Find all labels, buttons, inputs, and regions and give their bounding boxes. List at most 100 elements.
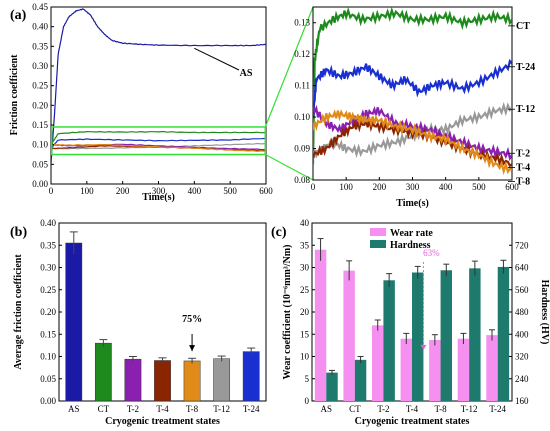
wear-rate-bar-t-24 <box>486 335 498 401</box>
panel-b-y-tick-label: 0.15 <box>40 329 56 339</box>
panel-a-plot-frame <box>50 6 267 185</box>
panel-b-category-label: AS <box>68 404 80 414</box>
panel-a-x-tick-label: 400 <box>188 186 202 196</box>
panel-a-x-tick-label: 100 <box>80 186 94 196</box>
as-annotation: AS <box>240 68 253 79</box>
zoom-connector-bottom <box>265 153 314 181</box>
panel-c-right-tick-label: 160 <box>515 396 529 406</box>
inset-series-label-t-12: T-12 <box>516 104 535 115</box>
reduction-annotation-75: 75% <box>182 314 202 325</box>
as-annotation-pointer <box>194 47 240 71</box>
panel-a-x-tick-label: 0 <box>49 186 54 196</box>
panel-b-label: (b) <box>10 225 27 240</box>
series-line-t-8 <box>51 143 266 153</box>
panel-b-y-tick-label: 0.10 <box>40 352 56 362</box>
series-line-t-8 <box>313 109 512 176</box>
panel-a-y-tick-label: 0.05 <box>32 159 48 169</box>
inset-y-tick-label: 0.12 <box>294 49 310 59</box>
panel-a-y-tick-label: 0.35 <box>32 41 48 51</box>
inset-x-tick-label: 600 <box>505 182 519 192</box>
legend-label-hardness: Hardness <box>390 240 431 251</box>
hardness-bar-t-24 <box>497 266 510 401</box>
inset-series-label-ct: CT <box>516 21 530 32</box>
panel-a-x-tick-label: 300 <box>152 186 166 196</box>
panel-a-label: (a) <box>10 8 27 23</box>
panel-b-y-tick-label: 0.30 <box>40 263 56 273</box>
bar-as <box>65 242 83 402</box>
inset-y-tick-label: 0.10 <box>294 112 310 122</box>
panel-a-series-group <box>51 8 266 165</box>
panel-c-left-tick-label: 20 <box>300 307 310 317</box>
panel-b-x-axis-label: Cryogenic treatment states <box>105 416 220 427</box>
inset-series-label-t-24: T-24 <box>516 62 535 73</box>
bar-t-24 <box>242 351 260 402</box>
panel-c-left-tick-label: 35 <box>300 240 310 250</box>
reduction-arrowhead-75 <box>189 345 196 352</box>
panel-a-x-tick-label: 600 <box>259 186 273 196</box>
panel-c-right-tick-label: 240 <box>515 374 529 384</box>
series-line-t-24 <box>313 58 512 118</box>
panel-a-y-tick-label: 0.00 <box>32 179 48 189</box>
panel-b-category-label: CT <box>98 404 110 414</box>
series-line-t-12 <box>313 101 512 159</box>
reduction-arrowhead-63 <box>420 344 427 350</box>
inset-series-group <box>313 7 512 176</box>
panel-b-y-tick-label: 0.00 <box>40 396 56 406</box>
wear-rate-bar-t-8 <box>429 340 441 401</box>
panel-c-left-tick-label: 10 <box>300 352 310 362</box>
hardness-bar-t-12 <box>469 268 481 401</box>
panel-c-right-axis-label: Hardness (HV) <box>539 280 550 345</box>
zoom-connector-top <box>264 6 314 128</box>
panel-c-category-label: T-24 <box>489 404 506 414</box>
hardness-bar-t-2 <box>383 280 395 401</box>
panel-c-category-label: T-12 <box>461 404 478 414</box>
bar-t-4 <box>154 360 171 402</box>
inset-x-tick-label: 300 <box>406 182 420 192</box>
panel-c-left-tick-label: 0 <box>305 396 310 406</box>
panel-c-right-tick-label: 400 <box>515 329 529 339</box>
panel-c-right-tick-label: 320 <box>515 352 529 362</box>
panel-a-y-tick-label: 0.20 <box>32 100 48 110</box>
panel-b-y-axis-label: Average friction coefficient <box>13 254 24 370</box>
panel-a-y-tick-label: 0.15 <box>32 120 48 130</box>
panel-c-left-axis-label: Wear coefficient (10⁻⁶mm³/Nm) <box>282 245 293 380</box>
panel-b-category-label: T-2 <box>127 404 139 414</box>
wear-rate-bar-t-2 <box>372 325 384 401</box>
series-line-ct <box>313 7 512 165</box>
inset-x-tick-label: 500 <box>472 182 486 192</box>
panel-b-category-label: T-12 <box>213 404 230 414</box>
bar-ct <box>94 342 112 402</box>
panel-a-y-tick-label: 0.45 <box>32 2 48 12</box>
inset-x-tick-label: 400 <box>439 182 453 192</box>
panel-b-category-label: T-4 <box>156 404 169 414</box>
panel-a-x-axis-label: Time(s) <box>142 192 175 203</box>
panel-c-label: (c) <box>271 225 287 240</box>
legend-swatch-hardness <box>370 240 386 248</box>
series-line-as <box>51 8 266 165</box>
panel-a-y-axis-label: Friction coefficient <box>9 54 20 135</box>
panel-c-x-axis-label: Cryogenic treatment states <box>355 416 470 427</box>
panel-a-y-tick-label: 0.10 <box>32 140 48 150</box>
panel-c-left-tick-label: 15 <box>300 329 310 339</box>
panel-b-category-label: T-24 <box>243 404 260 414</box>
inset-x-tick-label: 100 <box>339 182 353 192</box>
inset-series-label-t-4: T-4 <box>516 162 530 173</box>
hardness-bar-t-8 <box>440 270 452 401</box>
wear-rate-bar-t-4 <box>400 338 412 401</box>
hardness-bar-ct <box>354 359 367 401</box>
panel-b-y-tick-label: 0.20 <box>40 307 56 317</box>
panel-c-category-label: T-8 <box>434 404 447 414</box>
panel-a-x-tick-label: 500 <box>223 186 237 196</box>
series-line-t-2 <box>51 143 266 151</box>
inset-x-tick-label: 200 <box>373 182 387 192</box>
panel-c-right-tick-label: 480 <box>515 307 529 317</box>
inset-x-tick-label: 0 <box>311 182 316 192</box>
panel-c-left-tick-label: 5 <box>305 374 310 384</box>
legend-swatch-wear-rate <box>370 228 386 236</box>
panel-c-right-tick-label: 640 <box>515 263 529 273</box>
panel-c-category-label: T-2 <box>377 404 389 414</box>
panel-b-y-tick-label: 0.35 <box>40 240 56 250</box>
inset-x-axis-label: Time(s) <box>396 198 429 209</box>
panel-a-y-tick-label: 0.25 <box>32 81 48 91</box>
